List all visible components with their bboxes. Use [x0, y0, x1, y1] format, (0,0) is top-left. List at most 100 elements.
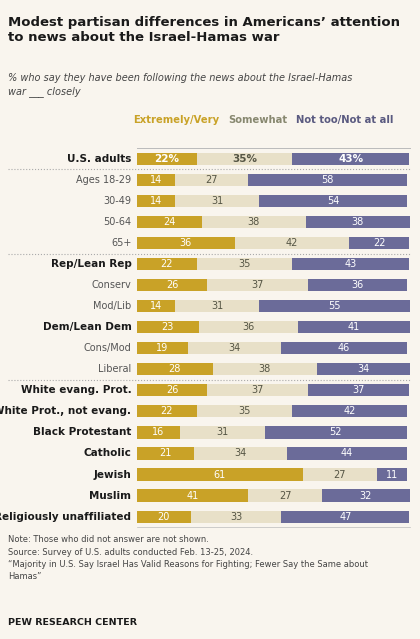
Bar	[136, 279, 207, 291]
Text: 14: 14	[150, 301, 162, 311]
Bar	[260, 195, 407, 207]
Text: 33: 33	[230, 512, 242, 521]
Text: 38: 38	[248, 217, 260, 227]
Text: 36: 36	[242, 322, 255, 332]
Bar	[197, 405, 292, 417]
Bar	[136, 426, 180, 438]
Text: Somewhat: Somewhat	[229, 114, 288, 125]
Text: 34: 34	[234, 449, 247, 459]
Text: Mod/Lib: Mod/Lib	[93, 301, 131, 311]
Text: 26: 26	[166, 385, 178, 396]
Bar	[136, 237, 235, 249]
Bar	[200, 321, 298, 334]
Bar	[180, 426, 265, 438]
Text: 46: 46	[338, 343, 350, 353]
Text: 43: 43	[345, 259, 357, 269]
Text: 42: 42	[343, 406, 356, 417]
Bar	[175, 195, 260, 207]
Text: 44: 44	[341, 449, 353, 459]
Bar	[265, 426, 407, 438]
Text: PEW RESEARCH CENTER: PEW RESEARCH CENTER	[8, 619, 137, 627]
Bar	[303, 468, 377, 481]
Bar	[136, 153, 197, 165]
Text: Dem/Lean Dem: Dem/Lean Dem	[42, 322, 131, 332]
Bar	[286, 447, 407, 459]
Text: 28: 28	[168, 364, 181, 374]
Text: 47: 47	[339, 512, 352, 521]
Bar	[377, 468, 407, 481]
Bar	[197, 153, 292, 165]
Bar	[136, 321, 200, 334]
Bar	[235, 237, 349, 249]
Bar	[322, 489, 410, 502]
Bar	[136, 363, 213, 375]
Bar	[197, 258, 292, 270]
Bar	[260, 300, 410, 312]
Text: 38: 38	[352, 217, 364, 227]
Text: Catholic: Catholic	[84, 449, 131, 459]
Text: 50-64: 50-64	[103, 217, 131, 227]
Bar	[136, 258, 197, 270]
Text: 34: 34	[228, 343, 241, 353]
Text: Extremely/Very: Extremely/Very	[133, 114, 220, 125]
Bar	[136, 511, 191, 523]
Bar	[136, 489, 248, 502]
Text: 61: 61	[214, 470, 226, 479]
Text: Rep/Lean Rep: Rep/Lean Rep	[50, 259, 131, 269]
Text: 41: 41	[186, 491, 199, 500]
Bar	[248, 489, 322, 502]
Text: Modest partisan differences in Americans’ attention
to news about the Israel-Ham: Modest partisan differences in Americans…	[8, 16, 400, 45]
Text: 35%: 35%	[232, 154, 257, 164]
Text: 27: 27	[205, 175, 218, 185]
Bar	[189, 342, 281, 355]
Bar	[281, 511, 410, 523]
Bar	[297, 321, 409, 334]
Bar	[175, 174, 249, 186]
Text: Not too/Not at all: Not too/Not at all	[296, 114, 393, 125]
Text: U.S. adults: U.S. adults	[67, 154, 131, 164]
Text: 30-49: 30-49	[103, 196, 131, 206]
Bar	[207, 384, 308, 396]
Text: 31: 31	[216, 427, 228, 438]
Text: 31: 31	[211, 196, 223, 206]
Text: 21: 21	[159, 449, 171, 459]
Bar	[175, 300, 260, 312]
Text: 65+: 65+	[111, 238, 131, 248]
Text: 20: 20	[158, 512, 170, 521]
Bar	[292, 258, 410, 270]
Text: 36: 36	[352, 280, 364, 290]
Bar	[292, 153, 410, 165]
Bar	[136, 384, 207, 396]
Bar	[202, 216, 306, 228]
Text: 55: 55	[328, 301, 341, 311]
Bar	[249, 174, 407, 186]
Text: 22: 22	[373, 238, 386, 248]
Text: 37: 37	[353, 385, 365, 396]
Bar	[136, 195, 175, 207]
Text: 54: 54	[327, 196, 339, 206]
Text: 35: 35	[238, 406, 250, 417]
Text: Note: Those who did not answer are not shown.
Source: Survey of U.S. adults cond: Note: Those who did not answer are not s…	[8, 535, 368, 581]
Text: 26: 26	[166, 280, 178, 290]
Text: Jewish: Jewish	[94, 470, 131, 479]
Bar	[281, 342, 407, 355]
Text: 41: 41	[347, 322, 360, 332]
Text: 16: 16	[152, 427, 165, 438]
Bar	[349, 237, 410, 249]
Text: 38: 38	[259, 364, 271, 374]
Bar	[136, 342, 189, 355]
Bar	[292, 405, 407, 417]
Text: 14: 14	[150, 175, 162, 185]
Text: 22: 22	[160, 259, 173, 269]
Bar	[191, 511, 281, 523]
Bar	[136, 174, 175, 186]
Text: White evang. Prot.: White evang. Prot.	[21, 385, 131, 396]
Text: 32: 32	[360, 491, 372, 500]
Text: 27: 27	[333, 470, 346, 479]
Text: Liberal: Liberal	[98, 364, 131, 374]
Bar	[306, 216, 410, 228]
Bar	[308, 384, 410, 396]
Bar	[136, 468, 303, 481]
Text: Ages 18-29: Ages 18-29	[76, 175, 131, 185]
Text: 34: 34	[357, 364, 369, 374]
